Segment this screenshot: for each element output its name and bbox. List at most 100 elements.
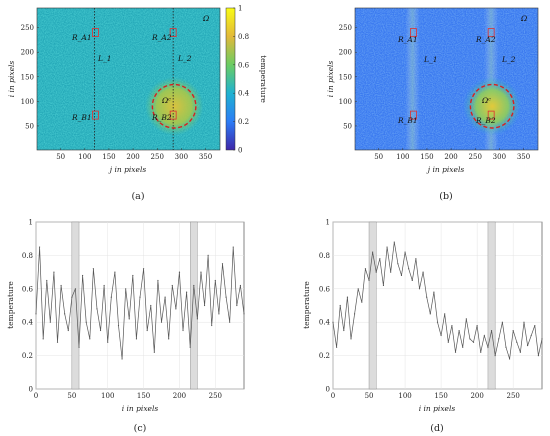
- data-point: [451, 324, 453, 327]
- line-chart-c-grid: [35, 221, 244, 390]
- colorbar: 0 0.2 0.4 0.6 0.8 1 temperature: [225, 5, 268, 155]
- line-chart-d-points: [332, 241, 543, 360]
- data-point: [429, 313, 431, 315]
- heatmap-a-xlabel: j in pixels: [108, 165, 147, 174]
- x-tick-label: 50: [56, 153, 65, 161]
- data-point: [454, 351, 457, 353]
- colorbar-tick-label: 0.2: [238, 118, 249, 126]
- x-tick-label: 0: [34, 392, 38, 400]
- data-point: [361, 301, 363, 303]
- data-point: [89, 338, 91, 340]
- data-point: [178, 271, 181, 273]
- data-point: [99, 329, 102, 332]
- data-point: [534, 324, 536, 327]
- y-tick-label: 0.2: [319, 352, 330, 360]
- roi-rb2: [169, 110, 177, 120]
- data-point: [526, 344, 529, 347]
- roi-rb2: [487, 110, 495, 120]
- data-point: [92, 268, 94, 270]
- line-chart-d-shaded: [368, 221, 496, 390]
- heatmap-b-stripe-1: [405, 8, 420, 150]
- data-point: [53, 271, 55, 273]
- y-tick-label: 0.4: [22, 319, 34, 327]
- data-point: [189, 346, 191, 348]
- data-point: [537, 355, 539, 357]
- line-chart-c-shaded: [71, 221, 198, 390]
- data-point: [236, 304, 238, 307]
- y-tick-label: 0.8: [319, 252, 330, 260]
- y-tick-label: 0: [29, 386, 33, 394]
- heatmap-a-frame: [36, 7, 221, 151]
- colorbar-tick-label: 0.4: [238, 90, 250, 98]
- y-tick-label: 0.8: [22, 252, 33, 260]
- label-l1: L_1: [423, 55, 438, 64]
- data-point: [505, 346, 507, 348]
- data-point: [469, 338, 471, 340]
- y-tick-label: 1: [326, 219, 330, 227]
- data-point: [175, 308, 177, 310]
- data-point: [142, 268, 145, 270]
- roi-rb1: [410, 110, 417, 120]
- shaded-band: [190, 221, 198, 390]
- x-tick-label: 250: [469, 153, 482, 161]
- y-tick-label: 250: [21, 24, 34, 32]
- x-tick-label: 100: [396, 153, 409, 161]
- data-point: [458, 329, 460, 332]
- data-point: [375, 271, 377, 273]
- data-point: [465, 318, 467, 320]
- data-point: [372, 251, 374, 253]
- data-point: [135, 338, 138, 340]
- label-rb2: R_B2: [475, 116, 496, 125]
- data-point: [354, 313, 356, 315]
- heatmap-b-hotspot: [462, 76, 522, 136]
- data-point: [56, 341, 59, 343]
- data-point: [78, 346, 80, 348]
- data-point: [444, 313, 446, 315]
- label-omega-c: Ωᶜ: [161, 96, 171, 105]
- colorbar-gradient: [225, 7, 236, 151]
- roi-ra2: [169, 28, 177, 37]
- x-tick-label: 150: [102, 153, 115, 161]
- x-tick-label: 300: [493, 153, 506, 161]
- data-point: [472, 341, 475, 343]
- data-point: [110, 296, 112, 298]
- x-tick-label: 100: [78, 153, 91, 161]
- x-tick-label: 150: [434, 392, 447, 400]
- data-point: [415, 258, 417, 260]
- data-point: [490, 329, 493, 332]
- data-point: [193, 284, 195, 287]
- heatmap-b-ticks: 50 100 150 200 250 300 350 50 100 150 200 250: [339, 24, 531, 161]
- x-tick-label: 50: [67, 392, 76, 400]
- data-point: [146, 329, 148, 332]
- y-tick-label: 250: [339, 24, 352, 32]
- data-point: [103, 284, 105, 287]
- data-point: [476, 324, 478, 327]
- data-point: [182, 329, 184, 332]
- x-tick-label: 350: [517, 153, 530, 161]
- data-point: [508, 358, 511, 360]
- line-chart-c: 0 50 100 150 200 250 0 0.2 0.4 0.6 0.8 1 i in pixel…: [6, 219, 245, 413]
- colorbar-tick-label: 0.6: [238, 61, 250, 69]
- data-point: [186, 291, 188, 293]
- heatmap-a: R_A1 R_A2 R_B1 R_B2 L_1 L_2 Ω Ωᶜ 50 100 15…: [7, 7, 221, 174]
- heatmap-a-hotspot: [144, 76, 204, 136]
- data-point: [339, 304, 341, 307]
- data-point: [225, 296, 227, 298]
- caption-a: (a): [131, 191, 144, 202]
- x-tick-label: 200: [126, 153, 139, 161]
- data-point: [390, 271, 392, 273]
- x-tick-label: 100: [398, 392, 411, 400]
- data-point: [203, 304, 206, 307]
- heatmap-b-xlabel: j in pixels: [426, 165, 465, 174]
- y-tick-label: 0.6: [319, 285, 331, 293]
- data-point: [211, 324, 213, 327]
- line-chart-c-points: [35, 246, 245, 360]
- colorbar-tick-label: 0: [238, 147, 242, 155]
- roi-ra1: [410, 28, 417, 37]
- x-tick-label: 50: [365, 392, 374, 400]
- data-point: [157, 279, 159, 282]
- label-omega: Ω: [202, 14, 209, 23]
- data-point: [128, 318, 130, 320]
- data-point: [382, 284, 385, 287]
- heatmap-b-ylabel: i in pixels: [326, 61, 335, 98]
